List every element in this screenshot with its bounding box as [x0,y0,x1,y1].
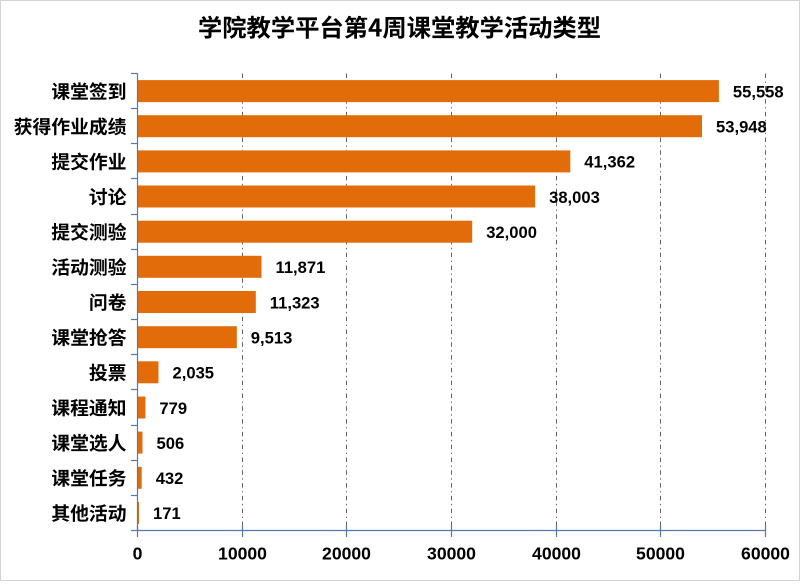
svg-text:171: 171 [153,504,181,523]
svg-text:38,003: 38,003 [549,188,600,207]
svg-text:30000: 30000 [427,544,476,564]
svg-text:0: 0 [133,544,143,564]
svg-text:2,035: 2,035 [173,364,215,383]
svg-text:53,948: 53,948 [716,118,767,137]
svg-text:20000: 20000 [322,544,371,564]
svg-text:55,558: 55,558 [733,82,784,101]
svg-text:41,362: 41,362 [584,153,635,172]
svg-text:32,000: 32,000 [486,223,537,242]
svg-text:40000: 40000 [532,544,581,564]
svg-text:60000: 60000 [741,544,790,564]
svg-text:11,323: 11,323 [270,293,320,312]
svg-text:11,871: 11,871 [276,258,326,277]
svg-text:432: 432 [156,469,184,488]
svg-text:9,513: 9,513 [251,329,293,348]
svg-text:50000: 50000 [636,544,685,564]
svg-text:506: 506 [157,434,185,453]
svg-text:779: 779 [159,399,187,418]
svg-text:10000: 10000 [218,544,267,564]
